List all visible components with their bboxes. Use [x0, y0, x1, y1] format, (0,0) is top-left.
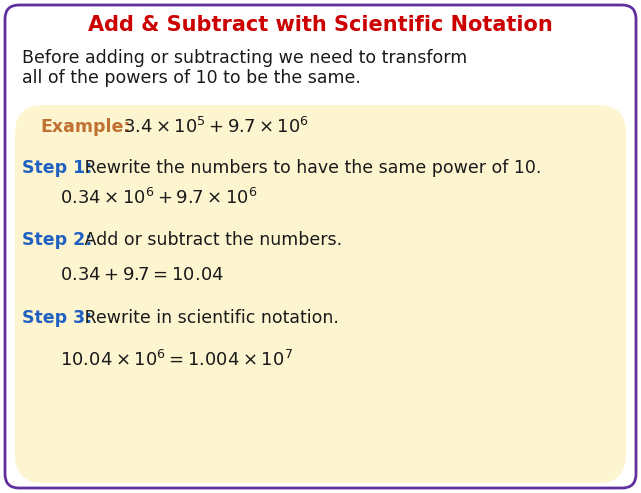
Text: Rewrite the numbers to have the same power of 10.: Rewrite the numbers to have the same pow… — [79, 159, 542, 177]
Text: Rewrite in scientific notation.: Rewrite in scientific notation. — [79, 309, 339, 327]
Text: Step 1:: Step 1: — [22, 159, 92, 177]
Text: Add or subtract the numbers.: Add or subtract the numbers. — [79, 231, 342, 249]
Text: Before adding or subtracting we need to transform: Before adding or subtracting we need to … — [22, 49, 467, 67]
Text: Add & Subtract with Scientific Notation: Add & Subtract with Scientific Notation — [88, 15, 553, 35]
Text: all of the powers of 10 to be the same.: all of the powers of 10 to be the same. — [22, 69, 361, 87]
Text: Step 3:: Step 3: — [22, 309, 92, 327]
Text: $3.4 \times 10^5 + 9.7 \times 10^6$: $3.4 \times 10^5 + 9.7 \times 10^6$ — [123, 117, 309, 137]
Text: Example:: Example: — [40, 118, 131, 136]
FancyBboxPatch shape — [5, 5, 636, 488]
Text: $0.34 + 9.7 = 10.04$: $0.34 + 9.7 = 10.04$ — [60, 266, 224, 284]
FancyBboxPatch shape — [15, 105, 626, 483]
Text: $0.34 \times 10^6 + 9.7 \times 10^6$: $0.34 \times 10^6 + 9.7 \times 10^6$ — [60, 188, 258, 208]
Text: $10.04 \times 10^6 = 1.004 \times 10^7$: $10.04 \times 10^6 = 1.004 \times 10^7$ — [60, 350, 293, 370]
Text: Step 2:: Step 2: — [22, 231, 92, 249]
